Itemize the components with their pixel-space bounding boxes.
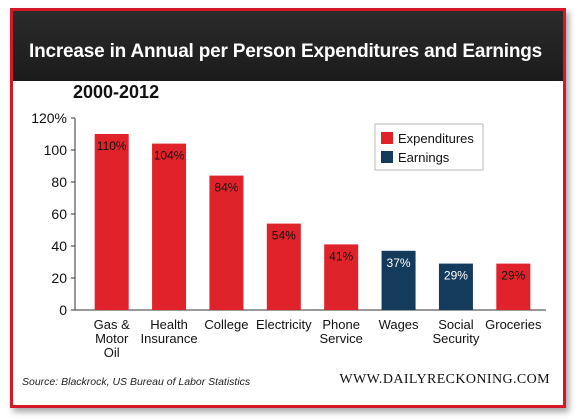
x-tick-label: Service: [320, 331, 363, 346]
x-tick-label: Electricity: [256, 317, 312, 332]
bar: [381, 250, 416, 310]
bar-data-label: 110%: [97, 139, 127, 153]
bar-data-label: 41%: [329, 249, 353, 263]
x-tick-label: Motor: [95, 331, 129, 346]
bar-data-label: 104%: [154, 149, 185, 163]
legend-swatch: [381, 132, 393, 144]
x-tick-label: Gas &: [94, 317, 130, 332]
y-tick-label: 40: [51, 238, 67, 254]
title-bar: Increase in Annual per Person Expenditur…: [13, 11, 563, 83]
bar: [152, 143, 187, 310]
x-tick-label: Health: [150, 317, 188, 332]
y-tick-label: 120%: [31, 110, 67, 126]
chart-legend: Expenditures Earnings: [374, 123, 484, 171]
legend-label: Earnings: [398, 150, 450, 165]
bar: [496, 263, 531, 310]
bar-data-label: 29%: [501, 269, 525, 283]
bar: [266, 223, 301, 310]
bar: [438, 263, 473, 310]
y-tick-label: 0: [59, 302, 67, 318]
y-tick-label: 20: [51, 270, 67, 286]
bar-data-label: 84%: [214, 181, 238, 195]
y-tick-label: 60: [51, 206, 67, 222]
x-tick-label: Oil: [104, 345, 120, 360]
bar-data-label: 29%: [444, 269, 468, 283]
x-tick-label: Wages: [379, 317, 419, 332]
chart-title: Increase in Annual per Person Expenditur…: [29, 41, 543, 62]
legend-swatch: [381, 151, 393, 163]
source-note: Source: Blackrock, US Bureau of Labor St…: [22, 376, 251, 388]
y-tick-label: 100: [44, 142, 68, 158]
bar: [324, 244, 359, 310]
bar-data-label: 54%: [272, 229, 296, 243]
y-tick-label: 80: [51, 174, 67, 190]
x-tick-label: Social: [438, 317, 474, 332]
bar: [209, 175, 244, 310]
x-tick-label: College: [204, 317, 248, 332]
bar-data-label: 37%: [387, 256, 411, 270]
x-tick-label: Insurance: [141, 331, 198, 346]
legend-label: Expenditures: [398, 131, 474, 146]
x-tick-label: Groceries: [485, 317, 542, 332]
site-url[interactable]: WWW.DAILYRECKONING.COM: [339, 372, 550, 387]
x-tick-label: Phone: [322, 317, 360, 332]
x-tick-label: Security: [432, 331, 479, 346]
bar: [94, 134, 129, 310]
chart-subtitle: 2000-2012: [73, 82, 160, 102]
